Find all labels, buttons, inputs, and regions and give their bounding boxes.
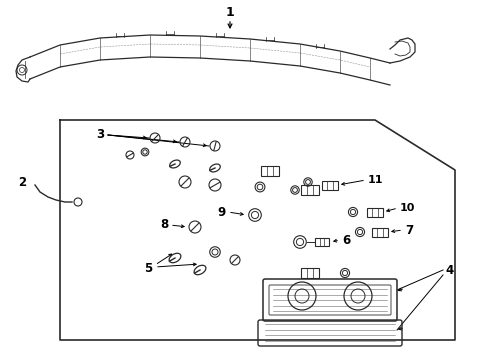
Text: 5: 5 (144, 261, 152, 274)
Bar (372, 228, 388, 237)
Text: 3: 3 (96, 129, 104, 141)
Text: 4: 4 (445, 264, 453, 276)
Bar (301, 185, 319, 195)
Text: 1: 1 (225, 5, 234, 18)
Text: 6: 6 (342, 234, 350, 247)
Text: 8: 8 (160, 219, 168, 231)
Text: 9: 9 (218, 206, 226, 219)
Bar (261, 166, 279, 176)
Bar (315, 238, 329, 246)
Text: 11: 11 (368, 175, 384, 185)
Text: 7: 7 (405, 224, 413, 237)
Bar (322, 180, 338, 189)
Text: 2: 2 (18, 175, 26, 189)
Bar (301, 268, 319, 278)
Text: 10: 10 (400, 203, 416, 213)
Bar (367, 207, 383, 216)
